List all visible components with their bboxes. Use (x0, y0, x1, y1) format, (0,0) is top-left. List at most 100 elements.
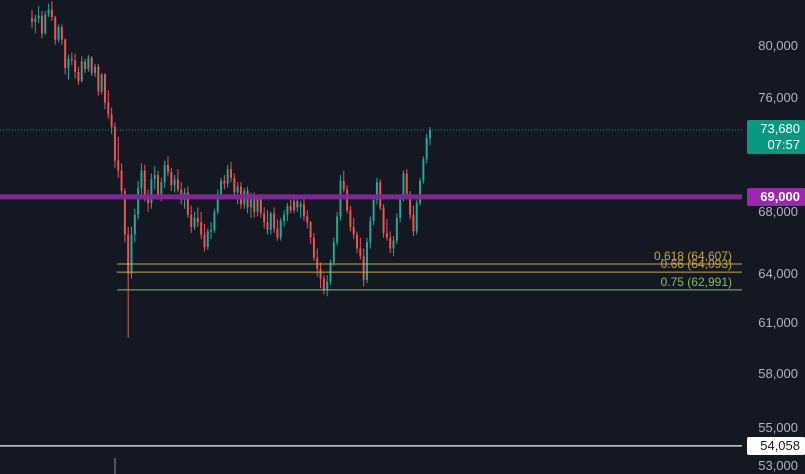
candle-body (163, 164, 166, 183)
candle-body (100, 74, 103, 92)
candle-body (346, 189, 349, 211)
candle-body (286, 205, 289, 215)
candle-body (362, 256, 365, 281)
candle-body (309, 222, 312, 238)
candle-body (233, 177, 236, 193)
candle-body (60, 27, 63, 40)
candle-body (372, 199, 375, 221)
candle-body (336, 216, 339, 243)
level-69000-badge: 69,000 (747, 187, 805, 206)
candle-body (117, 160, 120, 171)
candle-body (113, 126, 116, 161)
candle-body (160, 182, 163, 196)
candle-body (137, 188, 140, 215)
candle-body (123, 190, 126, 235)
candle-body (332, 242, 335, 263)
axis-tick-label: 58,000 (758, 366, 798, 382)
candle-body (127, 234, 130, 274)
candle-body (94, 66, 97, 74)
candle-body (44, 14, 47, 34)
candle-body (382, 207, 385, 234)
candle-body (31, 18, 33, 23)
candle-body (170, 172, 173, 186)
axis-tick-label: 53,000 (758, 458, 798, 473)
candle-body (200, 222, 203, 235)
candle-body (216, 193, 219, 212)
axis-tick-label: 68,000 (758, 203, 798, 219)
candle-body (342, 180, 345, 190)
candle-body (103, 74, 106, 103)
candle-body (279, 220, 282, 238)
candle-body (385, 233, 388, 238)
candle-body (236, 186, 239, 193)
candle-body (57, 27, 60, 40)
candle-body (316, 257, 319, 269)
axis-tick-label: 61,000 (758, 314, 798, 330)
candle-body (389, 237, 392, 249)
candle-body (276, 228, 279, 238)
axis-tick-label: 76,000 (758, 90, 798, 106)
candle-body (392, 240, 395, 249)
current-price-badge: 73,680 07:57 (747, 119, 805, 154)
candle-body (186, 192, 189, 215)
candle-body (349, 210, 352, 227)
fib-level-label: 0.75 (62,991) (660, 274, 732, 289)
candle-body (110, 114, 113, 127)
candle-body (256, 198, 259, 212)
candle-body (203, 234, 206, 247)
candle-body (193, 217, 196, 227)
candle-body (34, 18, 37, 23)
candle-body (425, 138, 428, 160)
candle-body (319, 268, 322, 279)
candle-body (74, 60, 77, 72)
candle-body (293, 201, 296, 211)
candle-body (67, 58, 70, 68)
candle-body (395, 217, 398, 241)
candle-body (223, 180, 226, 184)
candle-body (196, 217, 199, 223)
candle-body (133, 214, 136, 235)
candle-body (120, 170, 123, 191)
candle-body (296, 201, 299, 208)
candle-body (226, 169, 229, 184)
candle-body (87, 57, 90, 70)
candle-body (210, 229, 213, 232)
candle-body (399, 196, 402, 218)
candle-body (352, 226, 355, 235)
candle-body (47, 9, 50, 15)
bar-countdown: 07:57 (767, 136, 800, 152)
candle-body (230, 169, 232, 178)
candle-body (402, 173, 405, 197)
candle-body (412, 214, 415, 232)
candle-body (97, 66, 100, 92)
candle-body (249, 195, 252, 208)
candle-body (140, 170, 143, 189)
candle-body (299, 204, 302, 208)
candle-body (173, 179, 176, 186)
candle-body (312, 237, 315, 258)
candle-body (206, 231, 209, 247)
candle-body (356, 234, 359, 249)
candle-body (405, 173, 408, 194)
candle-body (419, 180, 422, 203)
candle-body (266, 222, 269, 230)
candle-body (70, 58, 73, 61)
candle-body (409, 193, 412, 215)
candle-body (77, 71, 80, 82)
candle-body (322, 278, 325, 290)
candle-body (415, 202, 418, 232)
candle-body (190, 214, 193, 227)
candle-body (365, 242, 368, 281)
candle-body (107, 102, 110, 115)
fib-level-label: 0.66 (64,093) (660, 257, 732, 272)
fib-level-label: 0.618 (64,607) (653, 248, 732, 263)
candle-body (269, 213, 272, 230)
candle-body (263, 213, 266, 223)
candles-group (31, 1, 431, 338)
candle-body (359, 248, 362, 257)
candle-body (422, 159, 425, 181)
candle-body (259, 198, 262, 214)
candle-body (153, 174, 156, 180)
candle-body (50, 9, 53, 18)
